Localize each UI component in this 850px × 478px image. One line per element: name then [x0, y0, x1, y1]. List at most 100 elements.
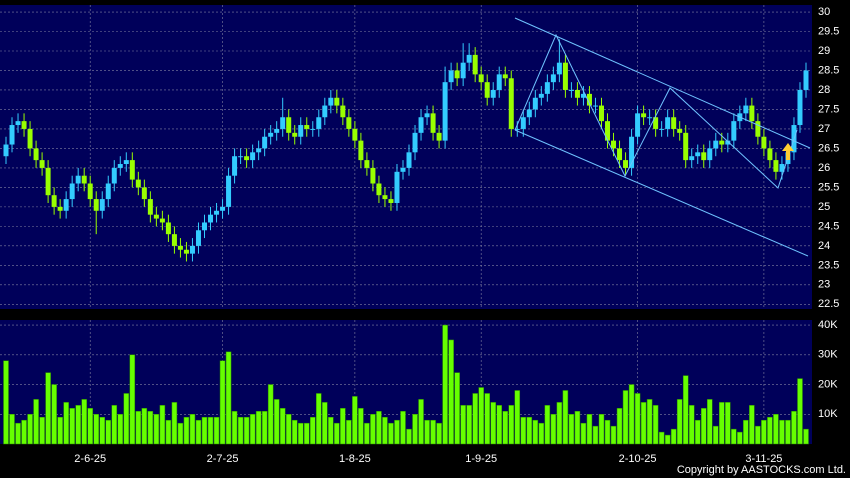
volume-bar [652, 405, 659, 445]
candle-body [310, 128, 316, 130]
candle-body [598, 105, 604, 122]
candle-body [117, 164, 123, 168]
volume-bar [165, 419, 172, 445]
candle-body [382, 195, 388, 200]
candle-body [653, 117, 659, 129]
candle-body [412, 132, 418, 153]
volume-bar [737, 431, 743, 445]
candle-body [574, 89, 580, 98]
candle-body [400, 167, 406, 172]
candle-body [629, 136, 635, 168]
candle-body [99, 199, 105, 211]
volume-bar [195, 419, 202, 445]
candle-body [111, 167, 117, 184]
volume-bar [761, 419, 767, 445]
volume-bar [141, 408, 148, 445]
candle-body [635, 113, 641, 137]
volume-bar [514, 390, 521, 445]
volume-bar [219, 360, 226, 445]
volume-bar [749, 405, 755, 445]
volume-tick-label: 40K [818, 319, 838, 331]
candle-body [677, 128, 683, 133]
candle-body [592, 105, 598, 107]
volume-bar [658, 431, 665, 445]
candle-body [388, 199, 394, 203]
volume-bar [297, 422, 304, 445]
volume-bar [550, 414, 557, 445]
volume-bar [105, 419, 112, 445]
candle-body [568, 89, 574, 91]
volume-bar [580, 422, 587, 445]
candle-body [93, 199, 99, 211]
y-tick-label: 28 [818, 84, 830, 96]
volume-bar [719, 402, 725, 445]
candle-body [641, 113, 647, 118]
candle-body [262, 136, 268, 149]
candle-body [719, 140, 725, 145]
volume-bar [670, 428, 677, 445]
candle-body [701, 152, 707, 161]
candle-body [430, 113, 436, 133]
candle-body [532, 97, 538, 110]
volume-bar [797, 378, 803, 445]
volume-bar [147, 411, 154, 445]
volume-bar [81, 399, 87, 445]
candle-body [695, 152, 701, 157]
candle-body [562, 62, 568, 90]
candle-body [280, 117, 286, 129]
volume-bar [376, 411, 382, 445]
volume-bar [610, 425, 617, 445]
volume-bar [400, 411, 406, 445]
candle-body [659, 128, 665, 130]
volume-bar [448, 339, 454, 445]
candle-body [514, 128, 520, 130]
candle-body [803, 70, 809, 90]
candle-body [21, 121, 27, 129]
candle-body [147, 199, 153, 215]
volume-bar [556, 402, 563, 445]
volume-bar [394, 419, 400, 445]
volume-bar [267, 384, 274, 445]
volume-bar [87, 408, 93, 445]
volume-bar [364, 422, 370, 445]
volume-bar [586, 414, 593, 445]
candle-body [671, 117, 677, 129]
candle-body [256, 148, 262, 153]
candle-body [773, 160, 779, 172]
y-tick-label: 26.5 [818, 142, 839, 154]
volume-bar [785, 419, 791, 445]
volume-bar [346, 419, 352, 445]
candle-body [183, 249, 189, 254]
volume-bar [773, 414, 779, 445]
volume-bar [135, 411, 142, 445]
candle-body [69, 183, 75, 200]
candle-body [214, 210, 220, 215]
volume-bar [634, 393, 641, 445]
volume-bar [646, 399, 653, 445]
x-tick-label: 2-7-25 [207, 453, 239, 465]
volume-bar [520, 416, 527, 445]
volume-bar [69, 408, 75, 445]
volume-bar [370, 414, 376, 445]
candle-body [340, 105, 346, 118]
volume-bar [322, 402, 328, 445]
volume-bar [316, 393, 322, 445]
x-tick-label: 2-6-25 [74, 453, 106, 465]
candle-body [436, 132, 442, 141]
volume-bar [171, 402, 178, 445]
candle-body [232, 156, 238, 176]
candle-body [195, 230, 201, 246]
volume-bar [562, 390, 569, 445]
price-panel [0, 5, 812, 309]
volume-bar [153, 414, 160, 445]
candle-body [472, 54, 478, 75]
volume-bar [640, 402, 647, 445]
candle-body [454, 70, 460, 79]
volume-bar [694, 419, 701, 445]
candle-body [238, 156, 244, 158]
volume-bar [496, 405, 502, 445]
candle-body [57, 206, 63, 211]
x-tick-label: 3-11-25 [745, 453, 782, 465]
volume-bar [63, 402, 69, 445]
volume-bar [568, 414, 575, 445]
